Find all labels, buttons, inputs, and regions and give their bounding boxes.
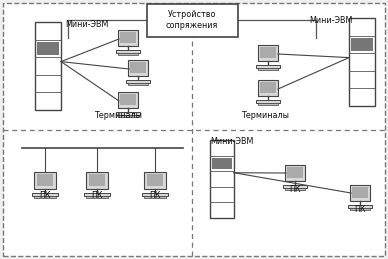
Bar: [118, 92, 139, 108]
Bar: [89, 174, 105, 186]
Bar: [116, 112, 140, 115]
Bar: [121, 32, 135, 43]
Bar: [285, 188, 305, 190]
Bar: [260, 82, 275, 93]
Bar: [118, 115, 138, 117]
Bar: [288, 167, 303, 178]
Bar: [84, 193, 110, 196]
Bar: [118, 53, 138, 55]
Text: ПК: ПК: [149, 191, 161, 200]
Bar: [348, 205, 372, 208]
Bar: [352, 187, 367, 198]
Bar: [350, 208, 370, 210]
Bar: [142, 193, 168, 196]
Bar: [144, 196, 166, 198]
Text: ПК: ПК: [91, 191, 103, 200]
Text: ПК: ПК: [289, 184, 301, 193]
Bar: [350, 185, 371, 201]
FancyBboxPatch shape: [147, 4, 237, 37]
Text: Терминалы: Терминалы: [94, 111, 142, 119]
Bar: [37, 174, 53, 186]
Bar: [258, 68, 278, 70]
Bar: [118, 30, 139, 46]
Text: Мини-ЭВМ: Мини-ЭВМ: [309, 16, 352, 25]
Text: Устройство
сопряжения: Устройство сопряжения: [166, 10, 218, 30]
Bar: [116, 49, 140, 53]
Bar: [258, 45, 279, 61]
Text: ПК: ПК: [354, 205, 366, 213]
Bar: [35, 22, 61, 110]
Text: Мини-ЭВМ: Мини-ЭВМ: [210, 137, 253, 146]
Bar: [256, 99, 280, 103]
Bar: [86, 172, 108, 189]
Bar: [210, 140, 234, 218]
Bar: [32, 193, 58, 196]
Bar: [37, 42, 59, 55]
Bar: [212, 157, 232, 169]
Bar: [260, 47, 275, 58]
Text: Мини-ЭВМ: Мини-ЭВМ: [65, 20, 108, 29]
Bar: [256, 64, 280, 68]
Bar: [121, 94, 135, 105]
Bar: [128, 60, 149, 76]
Bar: [128, 83, 148, 85]
Bar: [34, 196, 56, 198]
Bar: [86, 196, 108, 198]
Bar: [34, 172, 56, 189]
Bar: [351, 38, 373, 51]
Bar: [126, 80, 150, 83]
Text: Терминалы: Терминалы: [241, 111, 289, 119]
Bar: [258, 80, 279, 96]
Bar: [258, 103, 278, 105]
Bar: [147, 174, 163, 186]
Bar: [144, 172, 166, 189]
Bar: [284, 165, 305, 181]
Bar: [283, 185, 307, 188]
Text: ПК: ПК: [39, 191, 51, 200]
Bar: [349, 18, 375, 106]
Bar: [130, 62, 146, 73]
